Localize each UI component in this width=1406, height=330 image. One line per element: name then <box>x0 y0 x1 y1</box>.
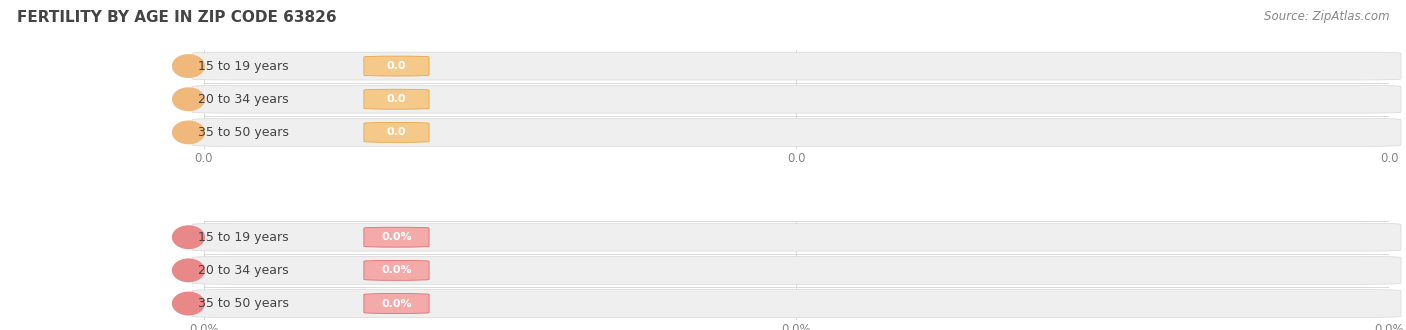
Text: 0.0%: 0.0% <box>381 232 412 242</box>
FancyBboxPatch shape <box>193 52 1400 80</box>
FancyBboxPatch shape <box>364 89 429 109</box>
Ellipse shape <box>172 54 205 78</box>
Ellipse shape <box>172 120 205 144</box>
FancyBboxPatch shape <box>364 227 429 247</box>
Ellipse shape <box>172 292 205 315</box>
Text: 0.0: 0.0 <box>387 94 406 104</box>
Text: 0.0%: 0.0% <box>381 265 412 275</box>
Ellipse shape <box>172 225 205 249</box>
Text: 0.0: 0.0 <box>387 127 406 137</box>
Text: 20 to 34 years: 20 to 34 years <box>198 264 288 277</box>
Text: FERTILITY BY AGE IN ZIP CODE 63826: FERTILITY BY AGE IN ZIP CODE 63826 <box>17 10 336 25</box>
FancyBboxPatch shape <box>193 85 1400 113</box>
Text: Source: ZipAtlas.com: Source: ZipAtlas.com <box>1264 10 1389 23</box>
FancyBboxPatch shape <box>193 256 1400 284</box>
Ellipse shape <box>172 258 205 282</box>
FancyBboxPatch shape <box>364 294 429 313</box>
Text: 0.0%: 0.0% <box>381 299 412 309</box>
FancyBboxPatch shape <box>193 290 1400 317</box>
Text: 20 to 34 years: 20 to 34 years <box>198 93 288 106</box>
Text: 15 to 19 years: 15 to 19 years <box>198 231 288 244</box>
Ellipse shape <box>172 87 205 111</box>
Text: 35 to 50 years: 35 to 50 years <box>198 126 288 139</box>
FancyBboxPatch shape <box>364 122 429 142</box>
Text: 15 to 19 years: 15 to 19 years <box>198 60 288 73</box>
Text: 35 to 50 years: 35 to 50 years <box>198 297 288 310</box>
FancyBboxPatch shape <box>364 56 429 76</box>
FancyBboxPatch shape <box>193 223 1400 251</box>
FancyBboxPatch shape <box>193 118 1400 146</box>
FancyBboxPatch shape <box>364 260 429 280</box>
Text: 0.0: 0.0 <box>387 61 406 71</box>
